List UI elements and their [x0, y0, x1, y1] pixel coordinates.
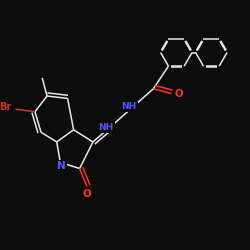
Text: O: O [174, 88, 183, 99]
Text: O: O [82, 189, 91, 199]
Text: NH: NH [122, 102, 137, 112]
Text: Br: Br [0, 102, 11, 112]
Text: N: N [57, 161, 66, 171]
Text: NH: NH [98, 123, 114, 132]
